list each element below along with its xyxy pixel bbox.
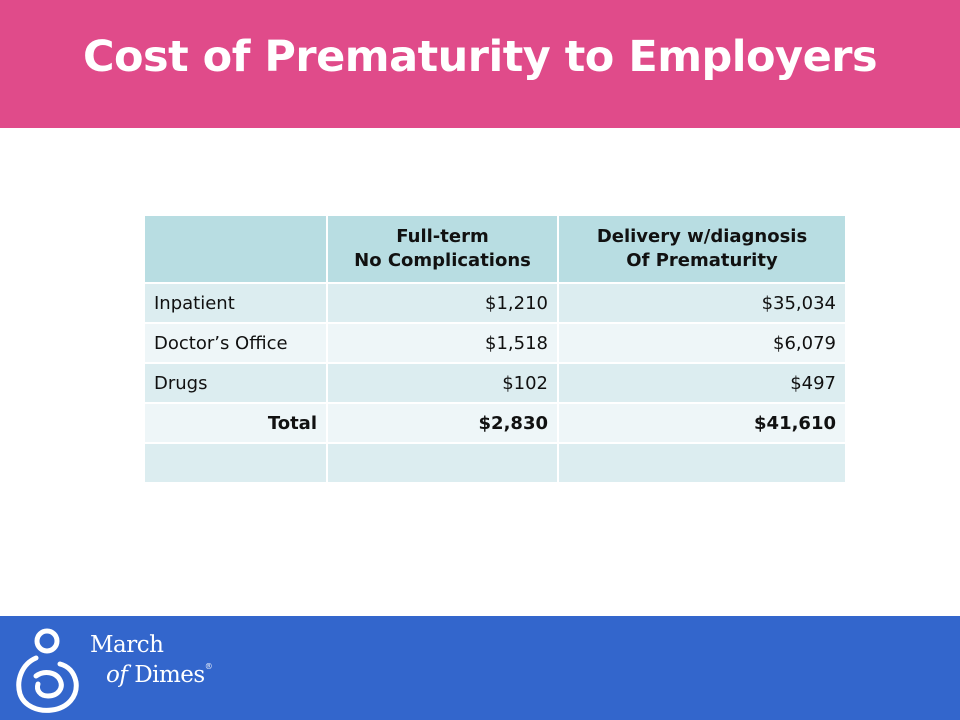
slide-title: Cost of Prematurity to Employers bbox=[82, 32, 878, 82]
table-row-inpatient: Inpatient $1,210 $35,034 bbox=[145, 282, 845, 323]
logo-text-of-dimes: of Dimes® bbox=[106, 662, 213, 688]
full-term-value bbox=[327, 442, 559, 482]
mother-baby-logo-icon bbox=[16, 628, 79, 713]
march-of-dimes-logo: March of Dimes® bbox=[14, 624, 214, 714]
row-label: Inpatient bbox=[145, 282, 328, 323]
premature-value: $497 bbox=[558, 362, 845, 403]
logo-text-of: of bbox=[106, 662, 128, 688]
table-row-total: Total $2,830 $41,610 bbox=[145, 402, 845, 443]
footer-bar: March of Dimes® bbox=[0, 616, 960, 720]
row-label: Drugs bbox=[145, 362, 328, 403]
row-label-total: Total bbox=[145, 402, 328, 443]
header-premature-line2: Of Prematurity bbox=[626, 250, 778, 271]
premature-value: $35,034 bbox=[558, 282, 845, 323]
row-label bbox=[145, 442, 328, 482]
header-full-term-line2: No Complications bbox=[354, 250, 531, 271]
header-premature: Delivery w/diagnosis Of Prematurity bbox=[558, 216, 845, 283]
table-row-doctors-office: Doctor’s Office $1,518 $6,079 bbox=[145, 322, 845, 363]
registered-mark: ® bbox=[204, 662, 213, 671]
full-term-value: $1,210 bbox=[327, 282, 559, 323]
header-empty-cell bbox=[145, 216, 328, 283]
full-term-value: $1,518 bbox=[327, 322, 559, 363]
logo-text-march: March bbox=[90, 632, 164, 658]
row-label: Doctor’s Office bbox=[145, 322, 328, 363]
header-full-term: Full-term No Complications bbox=[327, 216, 559, 283]
full-term-value: $102 bbox=[327, 362, 559, 403]
logo-text-dimes: Dimes bbox=[134, 662, 205, 688]
header-premature-line1: Delivery w/diagnosis bbox=[596, 226, 808, 247]
table-header-row: Full-term No Complications Delivery w/di… bbox=[145, 216, 845, 283]
cost-table: Full-term No Complications Delivery w/di… bbox=[145, 216, 845, 482]
premature-total: $41,610 bbox=[558, 402, 845, 443]
table-row-drugs: Drugs $102 $497 bbox=[145, 362, 845, 403]
full-term-total: $2,830 bbox=[327, 402, 559, 443]
title-bar: Cost of Prematurity to Employers bbox=[0, 0, 960, 128]
premature-value bbox=[558, 442, 845, 482]
table-row-empty bbox=[145, 442, 845, 482]
header-full-term-line1: Full-term bbox=[396, 226, 489, 247]
premature-value: $6,079 bbox=[558, 322, 845, 363]
